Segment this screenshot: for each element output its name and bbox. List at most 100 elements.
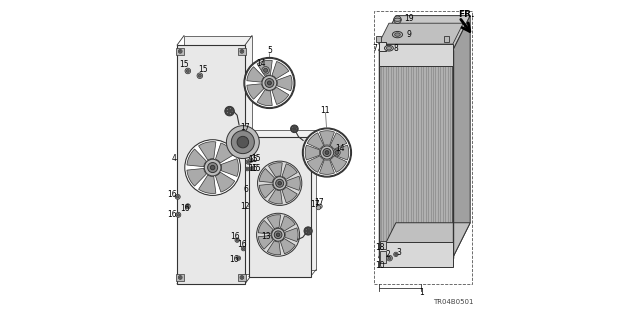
Circle shape xyxy=(244,58,294,108)
Polygon shape xyxy=(280,216,295,231)
Polygon shape xyxy=(282,187,297,203)
Text: 19: 19 xyxy=(404,14,414,23)
Text: 15: 15 xyxy=(248,155,257,164)
Circle shape xyxy=(198,74,201,77)
Circle shape xyxy=(176,212,181,217)
Circle shape xyxy=(211,165,215,170)
Polygon shape xyxy=(258,220,273,234)
Text: 3: 3 xyxy=(397,248,401,257)
Polygon shape xyxy=(259,168,275,182)
Text: 15: 15 xyxy=(179,60,189,69)
Polygon shape xyxy=(249,137,310,277)
Circle shape xyxy=(240,276,244,279)
Polygon shape xyxy=(307,133,324,149)
Bar xyxy=(238,48,246,55)
Polygon shape xyxy=(177,45,245,284)
Bar xyxy=(380,241,386,249)
Text: 17: 17 xyxy=(240,123,250,132)
Text: 15: 15 xyxy=(248,165,257,174)
Circle shape xyxy=(186,204,190,209)
Circle shape xyxy=(240,49,244,53)
Circle shape xyxy=(177,214,180,216)
Circle shape xyxy=(276,179,284,187)
Circle shape xyxy=(308,232,310,234)
Polygon shape xyxy=(272,62,289,79)
Circle shape xyxy=(207,163,218,173)
Text: TR04B0501: TR04B0501 xyxy=(433,299,474,305)
Ellipse shape xyxy=(395,33,401,36)
Circle shape xyxy=(230,108,231,109)
Bar xyxy=(380,251,387,263)
Text: 17: 17 xyxy=(310,200,319,209)
Text: 11: 11 xyxy=(320,106,330,115)
Text: 15: 15 xyxy=(252,154,261,163)
Text: 16: 16 xyxy=(167,190,177,199)
Circle shape xyxy=(241,50,243,52)
Circle shape xyxy=(243,248,244,250)
Circle shape xyxy=(185,140,241,196)
Text: 2: 2 xyxy=(386,250,390,259)
Circle shape xyxy=(204,159,221,176)
Circle shape xyxy=(268,81,271,85)
Text: 9: 9 xyxy=(406,30,411,39)
Polygon shape xyxy=(257,60,272,76)
Circle shape xyxy=(175,194,180,199)
Circle shape xyxy=(245,167,249,171)
Polygon shape xyxy=(269,189,282,204)
Polygon shape xyxy=(307,156,324,172)
Circle shape xyxy=(304,227,312,235)
Circle shape xyxy=(292,130,293,131)
Polygon shape xyxy=(247,84,264,99)
Polygon shape xyxy=(216,172,235,192)
Circle shape xyxy=(395,253,397,256)
Polygon shape xyxy=(269,163,282,177)
Circle shape xyxy=(304,130,349,175)
Text: 16: 16 xyxy=(167,210,177,219)
Text: 4: 4 xyxy=(172,154,177,163)
Polygon shape xyxy=(277,75,292,91)
Circle shape xyxy=(303,129,351,176)
Circle shape xyxy=(265,78,274,87)
Circle shape xyxy=(246,168,248,170)
Circle shape xyxy=(294,126,296,128)
Circle shape xyxy=(231,110,233,112)
Polygon shape xyxy=(198,175,216,193)
Bar xyxy=(374,11,472,285)
Circle shape xyxy=(318,204,322,209)
Circle shape xyxy=(179,276,182,279)
Text: FR.: FR. xyxy=(458,11,475,19)
Polygon shape xyxy=(378,16,470,50)
Circle shape xyxy=(179,49,182,53)
Circle shape xyxy=(251,167,253,169)
Text: 8: 8 xyxy=(394,44,398,53)
Polygon shape xyxy=(268,215,280,229)
Polygon shape xyxy=(334,145,349,160)
Text: 15: 15 xyxy=(252,164,261,173)
Bar xyxy=(177,274,184,281)
Circle shape xyxy=(249,158,253,162)
Polygon shape xyxy=(272,87,289,105)
Polygon shape xyxy=(378,242,453,267)
Bar xyxy=(444,36,449,42)
Text: 7: 7 xyxy=(372,44,378,53)
Circle shape xyxy=(186,141,239,195)
Circle shape xyxy=(394,252,398,256)
Polygon shape xyxy=(305,145,320,160)
Polygon shape xyxy=(378,50,453,257)
Polygon shape xyxy=(330,133,347,149)
Circle shape xyxy=(335,151,339,154)
Bar xyxy=(238,274,246,281)
Circle shape xyxy=(333,149,340,156)
Circle shape xyxy=(237,257,239,259)
Text: 15: 15 xyxy=(198,65,208,74)
Circle shape xyxy=(325,151,329,154)
Text: 10: 10 xyxy=(375,261,385,270)
Circle shape xyxy=(250,167,254,170)
Circle shape xyxy=(186,70,189,72)
Circle shape xyxy=(387,255,392,261)
Polygon shape xyxy=(257,90,272,106)
Circle shape xyxy=(320,146,333,159)
Circle shape xyxy=(241,277,243,278)
Polygon shape xyxy=(280,239,295,254)
Circle shape xyxy=(294,130,296,131)
